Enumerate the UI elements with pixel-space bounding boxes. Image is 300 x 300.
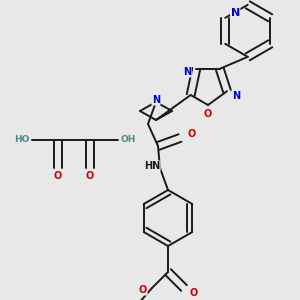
Text: O: O xyxy=(54,171,62,181)
Text: O: O xyxy=(190,288,198,298)
Text: O: O xyxy=(86,171,94,181)
Text: OH: OH xyxy=(120,136,136,145)
Text: O: O xyxy=(204,109,212,119)
Text: N: N xyxy=(183,67,191,77)
Text: HN: HN xyxy=(144,161,160,171)
Text: N: N xyxy=(232,91,240,101)
Text: O: O xyxy=(139,285,147,295)
Text: HO: HO xyxy=(14,136,30,145)
Text: N: N xyxy=(152,95,160,105)
Text: N: N xyxy=(231,8,240,18)
Text: O: O xyxy=(188,129,196,139)
